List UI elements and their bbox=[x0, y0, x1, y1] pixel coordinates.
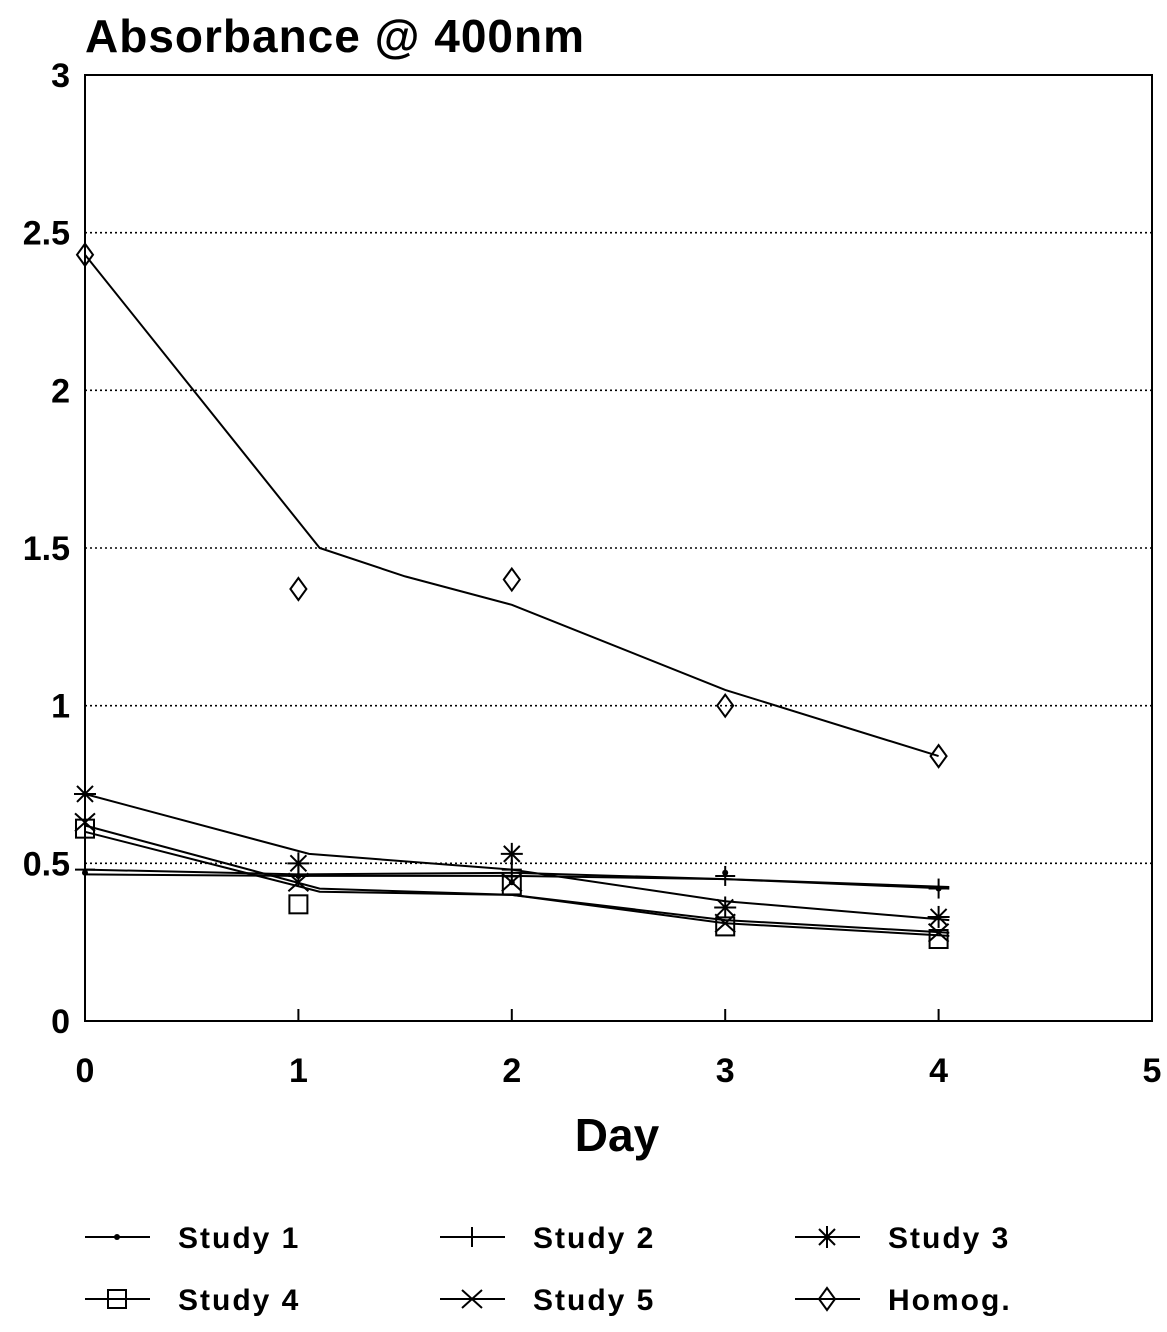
data-point-study-3-0 bbox=[74, 782, 96, 805]
y-axis: 0 0.5 1 1.5 2 2.5 3 bbox=[23, 57, 70, 1041]
series-study-2 bbox=[75, 859, 950, 899]
y-tick-label-4: 2 bbox=[51, 372, 70, 410]
legend-marker-homog bbox=[817, 1286, 837, 1312]
legend-label-study-1: Study 1 bbox=[178, 1222, 300, 1255]
series-line-study-5 bbox=[84, 824, 950, 934]
data-point-study-5-3 bbox=[714, 913, 736, 933]
data-point-study-4-4 bbox=[928, 929, 949, 950]
legend-label-study-5: Study 5 bbox=[533, 1284, 655, 1317]
legend-marker-study-2 bbox=[462, 1227, 482, 1247]
data-point-study-4-3 bbox=[715, 916, 736, 937]
series-layer bbox=[74, 242, 950, 950]
data-point-study-2-4 bbox=[928, 878, 949, 899]
gridlines bbox=[85, 231, 1152, 865]
legend-label-homog: Homog. bbox=[888, 1284, 1012, 1317]
data-point-homog-2 bbox=[502, 566, 522, 593]
x-tick-label-1: 1 bbox=[289, 1052, 308, 1090]
x-axis-title: Day bbox=[575, 1109, 660, 1161]
data-point-study-3-2 bbox=[500, 842, 523, 865]
data-point-study-4-1 bbox=[288, 894, 309, 915]
x-tick-label-3: 3 bbox=[716, 1052, 735, 1090]
data-point-study-3-4 bbox=[927, 905, 950, 928]
data-point-study-2-0 bbox=[75, 859, 95, 880]
legend-marker-study-3 bbox=[816, 1226, 838, 1248]
data-point-homog-1 bbox=[289, 576, 308, 602]
x-tick-label-4: 4 bbox=[929, 1052, 948, 1090]
series-study-3 bbox=[74, 782, 950, 928]
data-point-study-5-4 bbox=[927, 922, 950, 943]
y-tick-label-6: 3 bbox=[51, 57, 70, 95]
x-tick-label-5: 5 bbox=[1143, 1052, 1162, 1090]
y-tick-label-2: 1 bbox=[51, 688, 70, 726]
data-point-study-3-1 bbox=[287, 852, 310, 875]
x-tick-label-0: 0 bbox=[76, 1052, 95, 1090]
series-study-5 bbox=[74, 812, 950, 943]
legend-label-study-2: Study 2 bbox=[533, 1222, 655, 1255]
data-point-homog-0 bbox=[75, 242, 95, 268]
data-point-study-5-2 bbox=[501, 872, 523, 892]
x-tick-label-2: 2 bbox=[502, 1052, 521, 1090]
data-point-homog-3 bbox=[715, 692, 735, 719]
legend-item-study-3: Study 3 bbox=[795, 1222, 1010, 1255]
legend-marker-study-5 bbox=[461, 1289, 483, 1309]
plot-frame bbox=[84, 74, 1153, 1022]
legend-item-study-5: Study 5 bbox=[440, 1284, 655, 1317]
legend-item-homog: Homog. bbox=[795, 1284, 1012, 1317]
y-tick-label-1: 0.5 bbox=[23, 845, 70, 883]
legend-marker-study-1 bbox=[114, 1234, 120, 1240]
legend-label-study-3: Study 3 bbox=[888, 1222, 1010, 1255]
data-point-homog-4 bbox=[929, 743, 948, 769]
data-point-study-3-3 bbox=[714, 896, 737, 919]
y-tick-label-5: 2.5 bbox=[23, 215, 70, 253]
legend-label-study-4: Study 4 bbox=[178, 1284, 300, 1317]
legend-item-study-4: Study 4 bbox=[85, 1284, 300, 1317]
data-point-study-5-0 bbox=[74, 812, 96, 833]
y-tick-label-0: 0 bbox=[51, 1003, 70, 1041]
legend-item-study-1: Study 1 bbox=[85, 1222, 300, 1255]
series-line-homog bbox=[84, 254, 939, 758]
legend: Study 1 Study 2 Study 3 Study 4 Study 5 Homog… bbox=[85, 1222, 1012, 1317]
series-homog bbox=[75, 242, 948, 769]
series-line-study-3 bbox=[84, 793, 950, 922]
legend-item-study-2: Study 2 bbox=[440, 1222, 655, 1255]
x-axis: 0 1 2 3 4 5 bbox=[76, 1009, 1162, 1090]
y-tick-label-3: 1.5 bbox=[23, 530, 70, 568]
data-point-study-5-1 bbox=[287, 872, 310, 892]
legend-marker-study-4 bbox=[107, 1289, 127, 1309]
data-point-study-2-3 bbox=[715, 865, 736, 886]
chart-title: Absorbance @ 400nm bbox=[85, 10, 585, 62]
